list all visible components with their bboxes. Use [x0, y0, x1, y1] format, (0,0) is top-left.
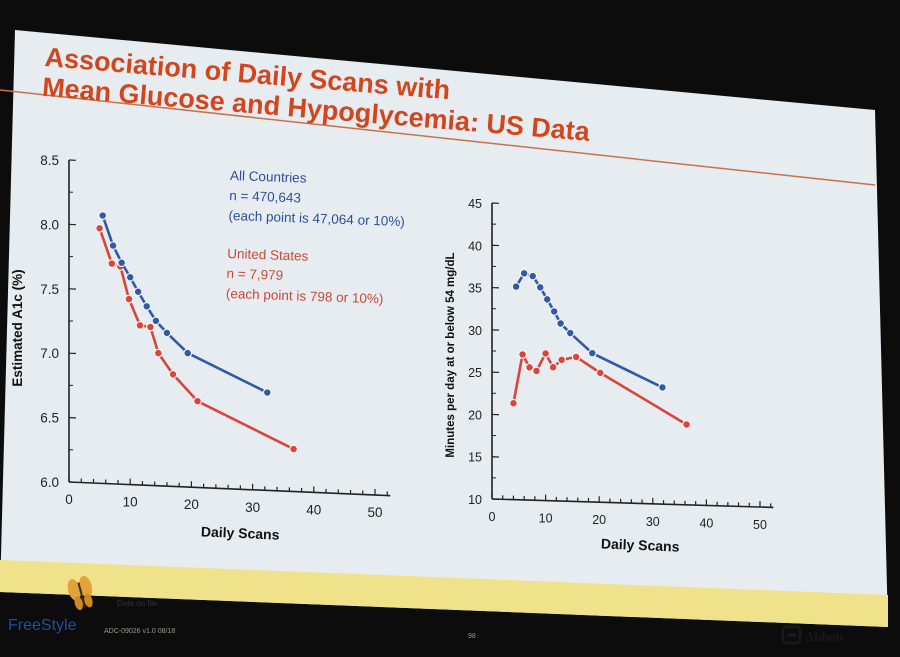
united-states-point [124, 294, 134, 304]
x-tick-label: 0 [65, 492, 73, 507]
all-countries-point [549, 307, 559, 316]
legend-all-countries-n: n = 470,643 [229, 188, 301, 205]
all-countries-point [658, 383, 667, 392]
x-tick-label: 40 [699, 516, 713, 530]
abbott-logo [781, 625, 802, 645]
united-states-point [289, 444, 299, 454]
page-number: 98 [468, 633, 476, 640]
united-states-point [145, 322, 155, 332]
x-axis-line [491, 498, 774, 509]
y-tick-label: 8.5 [40, 153, 59, 168]
all-countries-point [535, 282, 545, 292]
a1c-chart: 0 10 20 30 40 50 6.0 6.5 7.0 7.5 8.0 8.5 Daily Scans… [10, 153, 391, 543]
all-countries-point [565, 328, 575, 338]
y-tick-label: 25 [468, 366, 482, 380]
all-countries-point [98, 211, 108, 220]
x-tick-label: 20 [184, 497, 199, 512]
united-states-point [541, 349, 550, 358]
x-axis-line [68, 481, 391, 497]
legend-us-n: n = 7,979 [226, 266, 283, 283]
footer-note: Data on file. [117, 599, 160, 608]
united-states-point [682, 420, 691, 429]
freestyle-brand: FreeStyle [8, 617, 77, 634]
x-tick-label: 50 [367, 505, 382, 520]
all-countries-point [528, 271, 538, 281]
title-rule [0, 89, 876, 186]
united-states-point [525, 362, 534, 372]
y-tick-label: 7.0 [40, 346, 59, 361]
x-axis-label: Daily Scans [601, 535, 680, 554]
united-states-point [509, 398, 518, 408]
y-tick-label: 40 [468, 239, 482, 253]
united-states-point [532, 366, 541, 376]
united-states-line [98, 227, 295, 451]
all-countries-point [162, 328, 172, 338]
all-countries-point [151, 316, 161, 326]
y-tick-label: 6.5 [40, 411, 59, 426]
x-tick-label: 10 [539, 512, 553, 526]
legend-us-label: United States [227, 246, 309, 264]
x-tick-label: 0 [489, 510, 496, 524]
united-states-point [193, 396, 202, 406]
x-tick-label: 50 [753, 518, 767, 532]
all-countries-point [511, 282, 521, 292]
y-tick-label: 35 [468, 282, 482, 296]
footer-band [0, 560, 888, 627]
legend-all-countries-label: All Countries [230, 168, 307, 186]
legend-us-note: (each point is 798 or 10%) [226, 286, 384, 306]
y-axis-label: Minutes per day at or below 54 mg/dL [445, 252, 457, 457]
united-states-point [135, 320, 145, 330]
y-axis-label: Estimated A1c (%) [10, 269, 25, 386]
all-countries-point [262, 388, 272, 397]
all-countries-point [542, 294, 552, 304]
x-tick-label: 30 [245, 500, 260, 515]
all-countries-point [125, 272, 135, 282]
x-axis-label: Daily Scans [201, 523, 280, 542]
all-countries-point [108, 241, 118, 250]
y-tick-label: 45 [468, 197, 482, 211]
x-tick-label: 40 [306, 502, 321, 517]
x-tick-label: 30 [646, 515, 660, 529]
all-countries-point [556, 319, 566, 328]
butterfly-logo [67, 575, 93, 610]
united-states-line [512, 352, 688, 426]
y-tick-label: 10 [468, 493, 482, 507]
legend-all-countries-note: (each point is 47,064 or 10%) [228, 208, 405, 229]
united-states-point [571, 352, 581, 362]
x-tick-label: 10 [123, 495, 138, 510]
all-countries-point [142, 301, 152, 311]
all-countries-point [519, 268, 529, 278]
all-countries-point [183, 348, 193, 358]
y-tick-label: 7.5 [40, 282, 59, 297]
all-countries-point [117, 258, 127, 268]
slide-code: ADC-09026 v1.0 08/18 [104, 628, 175, 635]
united-states-point [557, 355, 567, 365]
united-states-point [95, 223, 104, 233]
united-states-point [595, 368, 605, 378]
slide-background [0, 30, 888, 627]
y-tick-label: 6.0 [40, 475, 59, 490]
united-states-point [153, 348, 163, 358]
y-tick-label: 30 [468, 324, 482, 338]
all-countries-point [133, 287, 143, 297]
y-tick-label: 20 [468, 408, 482, 422]
y-tick-label: 15 [468, 451, 482, 465]
united-states-point [518, 350, 527, 359]
abbott-label: Abbott [805, 629, 845, 644]
all-countries-point [587, 348, 597, 358]
united-states-point [107, 259, 117, 268]
hypoglycemia-chart: 0 10 20 30 40 50 10 15 20 25 30 35 40 45 Daily Scans Mi… [445, 197, 774, 555]
united-states-point [168, 369, 178, 379]
united-states-point [548, 362, 558, 372]
all-countries-line [101, 215, 268, 394]
all-countries-line [515, 272, 664, 389]
y-tick-label: 8.0 [40, 217, 59, 232]
x-tick-label: 20 [592, 513, 606, 527]
